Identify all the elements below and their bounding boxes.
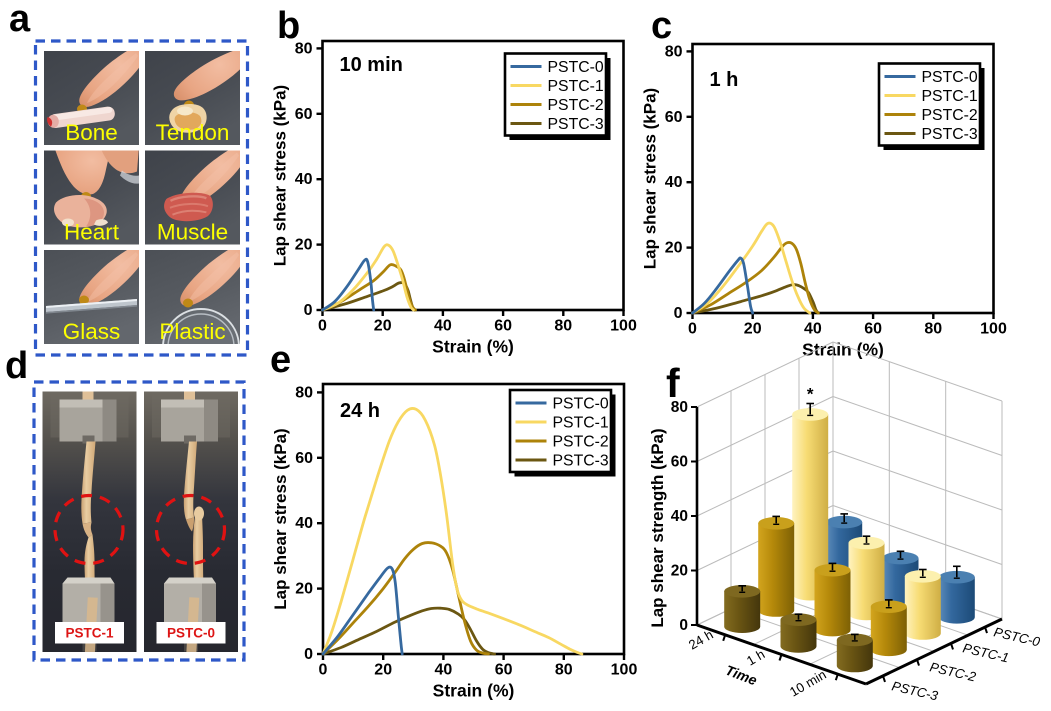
svg-text:PSTC-0: PSTC-0 (548, 59, 604, 76)
svg-text:0: 0 (318, 318, 327, 335)
svg-text:b: b (277, 5, 300, 47)
svg-text:10 min: 10 min (340, 54, 403, 76)
svg-text:f: f (666, 360, 680, 406)
svg-text:0: 0 (679, 617, 688, 634)
svg-text:20: 20 (665, 240, 683, 257)
svg-text:Lap shear stress (kPa): Lap shear stress (kPa) (641, 88, 660, 269)
svg-text:Strain (%): Strain (%) (433, 681, 515, 701)
svg-text:PSTC-2: PSTC-2 (922, 107, 978, 124)
svg-text:60: 60 (665, 109, 683, 126)
svg-text:Lap shear stress (kPa): Lap shear stress (kPa) (271, 85, 290, 266)
svg-text:40: 40 (671, 508, 688, 525)
svg-text:PSTC-3: PSTC-3 (922, 126, 978, 143)
svg-text:a: a (9, 0, 31, 40)
svg-text:20: 20 (744, 321, 762, 338)
svg-text:*: * (807, 385, 814, 404)
svg-text:Tendon: Tendon (156, 120, 230, 145)
svg-text:PSTC-1: PSTC-1 (922, 88, 978, 105)
svg-text:PSTC-0: PSTC-0 (167, 626, 215, 641)
svg-text:100: 100 (980, 321, 1007, 338)
svg-text:Bone: Bone (65, 120, 118, 145)
svg-text:20: 20 (295, 237, 313, 254)
svg-text:20: 20 (295, 581, 313, 598)
svg-text:PSTC-1: PSTC-1 (65, 626, 114, 641)
svg-text:80: 80 (555, 662, 573, 679)
svg-text:Lap shear strength (kPa): Lap shear strength (kPa) (648, 428, 667, 627)
svg-text:Muscle: Muscle (157, 220, 228, 245)
svg-text:PSTC-0: PSTC-0 (922, 69, 978, 86)
svg-text:0: 0 (319, 662, 328, 679)
svg-text:PSTC-1: PSTC-1 (553, 415, 609, 432)
svg-text:60: 60 (494, 318, 512, 335)
svg-text:100: 100 (610, 318, 637, 335)
svg-text:Plastic: Plastic (159, 319, 225, 344)
svg-text:40: 40 (435, 662, 453, 679)
svg-text:PSTC-2: PSTC-2 (548, 97, 604, 114)
svg-text:PSTC-2: PSTC-2 (553, 434, 609, 451)
svg-text:60: 60 (295, 106, 313, 123)
svg-text:1 h: 1 h (710, 69, 739, 91)
svg-text:40: 40 (434, 318, 452, 335)
svg-text:Strain (%): Strain (%) (802, 340, 884, 360)
svg-text:0: 0 (674, 305, 683, 322)
svg-text:20: 20 (671, 563, 688, 580)
svg-text:PSTC-1: PSTC-1 (548, 78, 604, 95)
svg-text:80: 80 (924, 321, 942, 338)
svg-text:0: 0 (304, 646, 313, 663)
svg-text:60: 60 (864, 321, 882, 338)
svg-text:20: 20 (374, 662, 392, 679)
svg-text:100: 100 (611, 662, 638, 679)
svg-text:PSTC-0: PSTC-0 (553, 396, 609, 413)
svg-text:0: 0 (688, 321, 697, 338)
svg-text:e: e (270, 339, 291, 381)
svg-text:80: 80 (665, 43, 683, 60)
svg-text:80: 80 (554, 318, 572, 335)
svg-text:Lap shear stress (kPa): Lap shear stress (kPa) (271, 428, 290, 609)
svg-text:40: 40 (295, 171, 313, 188)
svg-text:Strain (%): Strain (%) (432, 337, 514, 357)
svg-text:40: 40 (804, 321, 822, 338)
svg-text:d: d (5, 345, 28, 387)
svg-text:Glass: Glass (63, 319, 121, 344)
svg-text:60: 60 (495, 662, 513, 679)
svg-text:80: 80 (671, 399, 688, 416)
svg-text:20: 20 (374, 318, 392, 335)
svg-text:40: 40 (295, 515, 313, 532)
svg-text:60: 60 (295, 450, 313, 467)
svg-text:c: c (651, 5, 672, 47)
svg-text:80: 80 (295, 384, 313, 401)
svg-text:40: 40 (665, 174, 683, 191)
svg-text:Heart: Heart (64, 220, 120, 245)
svg-text:PSTC-3: PSTC-3 (548, 116, 604, 133)
svg-text:24 h: 24 h (340, 400, 380, 422)
svg-text:PSTC-3: PSTC-3 (553, 453, 609, 470)
svg-text:80: 80 (295, 40, 313, 57)
svg-text:0: 0 (304, 302, 313, 319)
svg-text:60: 60 (671, 454, 688, 471)
